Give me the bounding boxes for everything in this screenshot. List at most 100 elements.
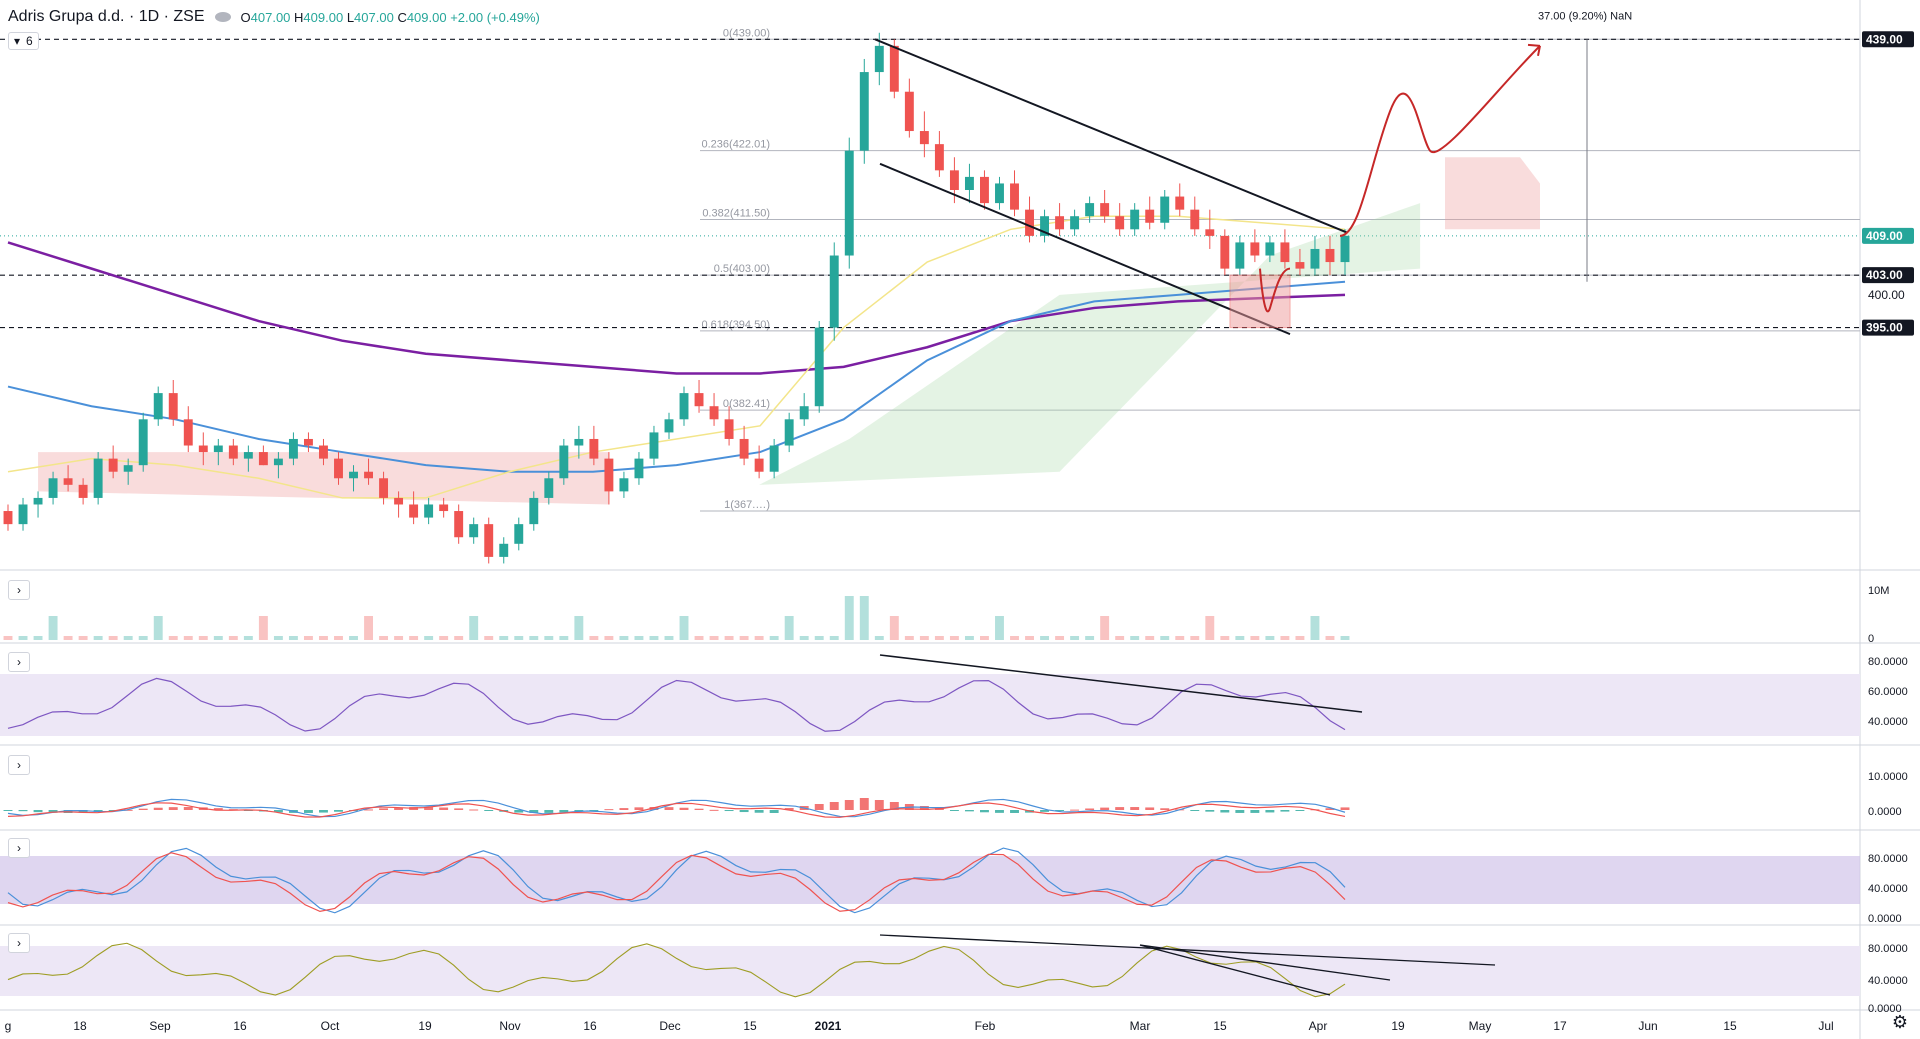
drawings[interactable]: 37.00 (9.20%) NaN [874,10,1632,336]
macd-hist [138,808,148,810]
volume-bar [1130,636,1140,640]
macd-hist [589,810,599,811]
macd-hist [1205,810,1215,812]
candlestick-series [3,32,1350,564]
candle-body [514,524,524,544]
volume-tick: 0 [1868,633,1874,645]
macd-hist [213,808,223,810]
volume-bar [829,636,839,640]
candle-body [63,478,73,485]
volume-bar [484,636,494,640]
volume-bar [364,616,373,640]
candle-body [1025,209,1034,236]
time-tick: 18 [73,1019,87,1033]
volume-bar [604,636,614,640]
volume-bar [980,636,989,640]
volume-bar [439,636,449,640]
pane-expand-volume[interactable]: › [8,580,30,600]
macd-hist [544,810,554,813]
pane-expand-osc[interactable]: › [8,933,30,953]
time-tick: 16 [233,1019,247,1033]
candle-body [138,419,148,466]
rsi-line [7,677,1346,732]
candle-body [198,445,208,453]
macd-hist [334,810,343,812]
time-tick: Mar [1130,1019,1151,1033]
stoch-tick: 0.0000 [1868,913,1902,925]
volume-bar [859,596,869,640]
candle-body [769,445,779,472]
cloud-future-red [1445,157,1540,230]
stoch-tick: 40.0000 [1868,883,1908,895]
chevron-down-icon: ▾ [14,34,21,48]
volume-bar [1250,636,1260,640]
candle-body [694,393,704,407]
gear-icon[interactable]: ⚙ [1891,1012,1908,1032]
volume-bar [33,636,43,640]
stoch-d [7,852,1346,913]
volume-bar [409,636,419,640]
candle-body [439,504,449,512]
time-tick: 15 [1213,1019,1227,1033]
candle-body [1190,209,1200,230]
macd-hist [649,807,659,810]
candle-body [484,524,494,557]
volume-bar [183,636,193,640]
macd-hist [48,810,58,813]
candle-body [1070,216,1080,230]
indicators-toggle[interactable]: ▾ 6 [8,32,39,50]
candle-body [589,438,599,459]
fib-retracement[interactable]: 0(439.00) 0.236(422.01) 0.382(411.50) 0.5(4… [0,27,1860,512]
candle-body [889,45,899,92]
volume-bar [454,636,464,640]
pane-expand-rsi[interactable]: › [8,652,30,672]
fib-label: 0.5(403.00) [714,263,770,275]
macd-hist [679,807,689,810]
eye-icon[interactable] [214,12,231,22]
volume-bar [48,616,58,640]
volume-bar [1010,636,1019,640]
stoch-tick: 80.0000 [1868,853,1908,865]
symbol-title[interactable]: Adris Grupa d.d. · 1D · ZSE [8,8,205,25]
volume-bar [559,636,569,640]
time-tick: 17 [1553,1019,1567,1033]
candle-body [93,458,103,498]
candle-body [168,393,178,420]
macd-hist [1070,809,1080,811]
candle-body [108,458,118,472]
macd-hist [168,807,178,810]
macd-hist [364,809,373,811]
pane-expand-stoch[interactable]: › [8,838,30,858]
volume-bar [469,616,479,640]
macd-hist [814,804,824,810]
candle-body [724,419,734,439]
candle-body [153,393,163,420]
candle-body [1175,196,1185,210]
macd-hist [1250,810,1260,813]
price-axis[interactable]: 439.00 409.00 403.00 400.00 395.00 10M 0 80.000… [1862,31,1914,1015]
ma-200 [7,241,1346,375]
volume-bar [784,616,794,640]
fib-label: 0.618(394.50) [702,319,771,331]
candle-body [739,438,749,459]
pane-expand-macd[interactable]: › [8,755,30,775]
chevron-right-icon: › [17,655,21,669]
candle-body [1130,209,1140,230]
macd-hist [769,810,779,813]
macd-hist [619,808,629,810]
volume-bar [1295,636,1305,640]
volume-bar [1100,616,1110,640]
ma-100 [7,280,1346,473]
time-axis[interactable]: g 18 Sep 16 Oct 19 Nov 16 Dec 15 2021 Feb Mar 15 Apr 19… [5,1019,1834,1033]
rsi-divergence [879,654,1363,713]
channel-bottom-line [879,162,1291,336]
macd-hist [844,800,854,810]
macd-hist [664,807,674,810]
candle-body [904,91,914,132]
candle-body [679,393,689,420]
time-tick: Sep [149,1019,171,1033]
macd-hist [1235,810,1245,813]
osc-tick: 80.0000 [1868,943,1908,955]
macd-hist [739,810,749,813]
